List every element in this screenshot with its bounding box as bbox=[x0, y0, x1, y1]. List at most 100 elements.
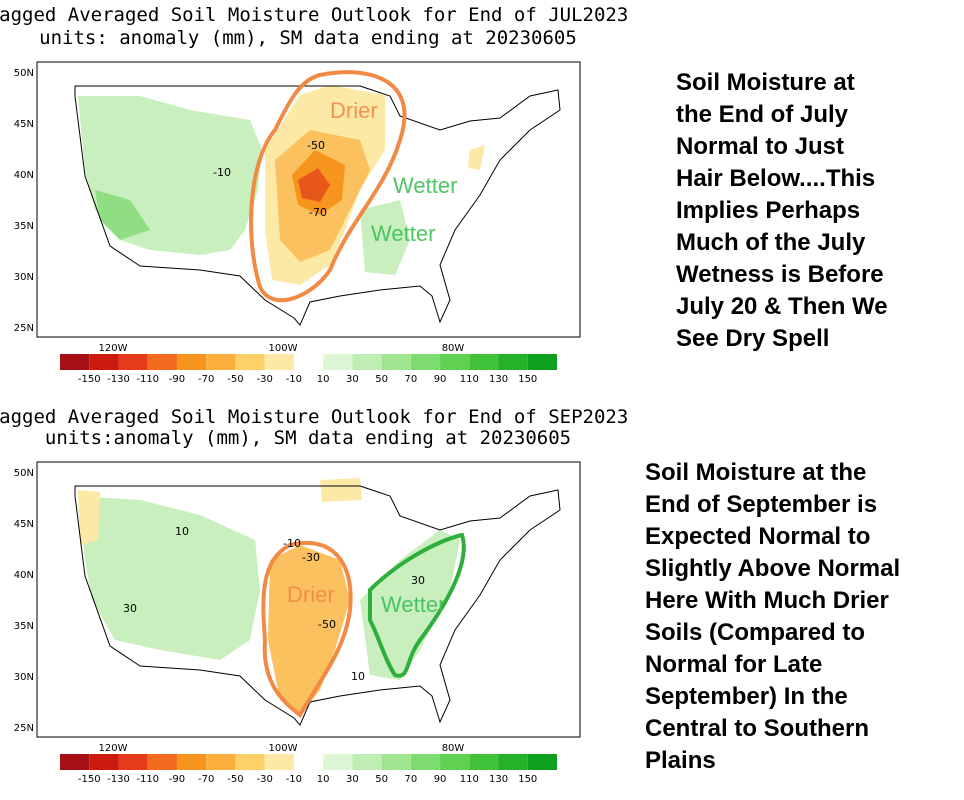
note-line: Central to Southern bbox=[645, 715, 869, 742]
note-line: Normal for Late bbox=[645, 651, 822, 678]
colorbar-swatch bbox=[60, 754, 90, 770]
dry-east bbox=[468, 145, 485, 170]
colorbar-label: -150 bbox=[78, 374, 101, 385]
map-annotation: Wetter bbox=[371, 221, 435, 246]
colorbar-swatch bbox=[527, 354, 557, 370]
wet-region bbox=[78, 496, 260, 660]
wet-east bbox=[360, 200, 410, 275]
drier-outline bbox=[261, 540, 353, 718]
colorbar-label: 150 bbox=[518, 774, 537, 785]
lat-label: 40N bbox=[14, 570, 34, 581]
colorbar-label: 30 bbox=[346, 774, 359, 785]
colorbar-label: 150 bbox=[518, 374, 537, 385]
note-line: July 20 & Then We bbox=[676, 293, 888, 320]
colorbar-label: -10 bbox=[286, 374, 302, 385]
colorbar-swatch bbox=[381, 754, 411, 770]
map-annotation: Wetter bbox=[381, 592, 445, 617]
note-line: Soil Moisture at bbox=[676, 69, 855, 96]
contour-label: -50 bbox=[318, 618, 336, 631]
colorbar-swatch bbox=[235, 754, 265, 770]
dry-north bbox=[320, 478, 362, 502]
contour-label: -70 bbox=[309, 206, 327, 219]
colorbar-swatch bbox=[60, 354, 90, 370]
contour-label: 30 bbox=[411, 574, 425, 587]
contour-label: 10 bbox=[175, 525, 189, 538]
note-line: Plains bbox=[645, 747, 716, 774]
note-line: September) In the bbox=[645, 683, 848, 710]
colorbar-swatch bbox=[118, 754, 148, 770]
colorbar-label: 90 bbox=[434, 774, 447, 785]
colorbar-swatch bbox=[527, 754, 557, 770]
colorbar-swatch bbox=[235, 354, 265, 370]
contour-label: 30 bbox=[123, 602, 137, 615]
colorbar-label: 30 bbox=[346, 374, 359, 385]
contour-label: -10 bbox=[213, 166, 231, 179]
note-line: Implies Perhaps bbox=[676, 197, 860, 224]
lat-label: 40N bbox=[14, 170, 34, 181]
lat-label: 45N bbox=[14, 119, 34, 130]
lat-label: 30N bbox=[14, 672, 34, 683]
colorbar-swatch bbox=[264, 354, 294, 370]
map-annotation: Drier bbox=[287, 582, 335, 607]
colorbar-swatch bbox=[89, 754, 119, 770]
lat-label: 30N bbox=[14, 272, 34, 283]
colorbar-label: -50 bbox=[227, 374, 243, 385]
colorbar-swatch bbox=[147, 354, 177, 370]
colorbar-swatch bbox=[293, 354, 324, 370]
lat-label: 25N bbox=[14, 723, 34, 734]
colorbar-label: -90 bbox=[169, 774, 185, 785]
wet-east bbox=[360, 530, 460, 680]
note-line: Much of the July bbox=[676, 229, 866, 256]
colorbar-swatch bbox=[352, 754, 382, 770]
contour-label: 10 bbox=[351, 670, 365, 683]
dry-nw bbox=[78, 490, 100, 545]
colorbar-swatch bbox=[440, 354, 470, 370]
contour-label: -30 bbox=[302, 551, 320, 564]
map-1 bbox=[36, 61, 581, 338]
map-2 bbox=[36, 461, 581, 738]
colorbar-swatch bbox=[89, 354, 119, 370]
note-line: End of September is bbox=[645, 491, 877, 518]
dry-core bbox=[298, 168, 330, 202]
colorbar-label: -110 bbox=[136, 774, 159, 785]
note-line: See Dry Spell bbox=[676, 325, 829, 352]
note-line: Slightly Above Normal bbox=[645, 555, 900, 582]
map-title: Lagged Averaged Soil Moisture Outlook fo… bbox=[0, 4, 628, 26]
wet-core bbox=[95, 190, 150, 240]
colorbar-swatch bbox=[118, 354, 148, 370]
colorbar-swatch bbox=[440, 754, 470, 770]
note-line: Wetness is Before bbox=[676, 261, 884, 288]
note-line: Hair Below....This bbox=[676, 165, 875, 192]
colorbar-swatch bbox=[352, 354, 382, 370]
map-subtitle: units:anomaly (mm), SM data ending at 20… bbox=[45, 427, 571, 449]
colorbar-swatch bbox=[469, 354, 499, 370]
map-annotation: Drier bbox=[330, 98, 378, 123]
map-annotation: Wetter bbox=[393, 173, 457, 198]
colorbar-label: 90 bbox=[434, 374, 447, 385]
drier-outline bbox=[249, 70, 407, 303]
note-line: Normal to Just bbox=[676, 133, 844, 160]
colorbar-label: -50 bbox=[227, 774, 243, 785]
colorbar-label: 50 bbox=[375, 374, 388, 385]
lon-label: 120W bbox=[99, 343, 128, 354]
colorbar-label: -70 bbox=[198, 374, 214, 385]
colorbar-label: -150 bbox=[78, 774, 101, 785]
contour-label: -50 bbox=[307, 139, 325, 152]
note-line: the End of July bbox=[676, 101, 849, 128]
note-line: Here With Much Drier bbox=[645, 587, 889, 614]
colorbar-label: -10 bbox=[286, 774, 302, 785]
colorbar-swatch bbox=[498, 354, 528, 370]
colorbar-swatch bbox=[176, 354, 207, 370]
colorbar-swatch bbox=[469, 754, 499, 770]
note-line: Expected Normal to bbox=[645, 523, 870, 550]
lon-label: 100W bbox=[269, 743, 298, 754]
colorbar-label: -70 bbox=[198, 774, 214, 785]
colorbar-swatch bbox=[323, 754, 353, 770]
colorbar-label: 10 bbox=[317, 374, 330, 385]
lat-label: 50N bbox=[14, 468, 34, 479]
colorbar-label: -90 bbox=[169, 374, 185, 385]
colorbar-label: 130 bbox=[489, 374, 508, 385]
map-title: Lagged Averaged Soil Moisture Outlook fo… bbox=[0, 406, 628, 428]
colorbar-swatch bbox=[323, 354, 353, 370]
